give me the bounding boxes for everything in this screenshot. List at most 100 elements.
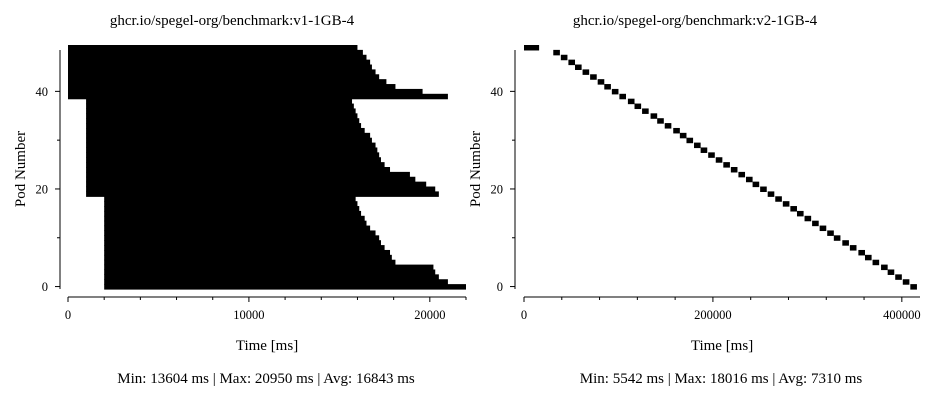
pod-bar-34 (657, 118, 664, 124)
pod-bar-28 (700, 147, 708, 153)
pod-bar-40 (611, 88, 619, 95)
pod-bar-49 (68, 45, 358, 51)
y-tick-label: 0 (42, 280, 48, 294)
pod-bar-25 (86, 162, 385, 168)
pod-bar-0 (104, 284, 467, 290)
chart-panel-v1: ghcr.io/spegel-org/benchmark:v1-1GB-4 0 2… (13, 13, 467, 387)
pod-bar-8 (104, 245, 385, 251)
x-axis-label: Time [ms] (691, 338, 753, 354)
pod-bar-36 (86, 108, 356, 114)
pod-bar-31 (86, 132, 371, 139)
pod-bar-42 (597, 79, 605, 85)
pod-bar-41 (604, 84, 611, 90)
pod-bar-48 (68, 49, 363, 56)
y-axis-label: Pod Number (13, 131, 29, 207)
pod-bar-35 (650, 113, 658, 119)
pod-bar-20 (86, 186, 436, 192)
pod-bar-3 (887, 269, 895, 275)
pod-bar-21 (86, 181, 427, 188)
pod-bar-33 (664, 123, 672, 129)
pod-bar-42 (68, 79, 387, 85)
pod-bar-43 (68, 74, 380, 80)
pod-bar-32 (86, 127, 365, 134)
pod-bar-20 (760, 186, 767, 192)
bars-group (68, 45, 467, 290)
x-tick-label: 0 (65, 308, 71, 322)
y-tick-label: 20 (491, 182, 504, 196)
y-tick-label: 20 (36, 182, 49, 196)
x-ticks: 0 10000 20000 (65, 297, 467, 322)
pod-bar-23 (86, 171, 410, 178)
pod-bar-37 (634, 103, 642, 110)
pod-bar-9 (104, 240, 381, 246)
y-tick-label: 40 (36, 85, 49, 99)
pod-bar-46 (568, 59, 576, 66)
pod-bar-24 (730, 167, 738, 173)
pod-bar-38 (627, 98, 635, 105)
pod-bar-34 (86, 118, 360, 124)
y-tick-label: 40 (491, 85, 504, 99)
pod-bar-39 (68, 93, 448, 100)
pod-bar-39 (619, 93, 627, 100)
x-tick-label: 200000 (694, 308, 732, 322)
pod-bar-45 (68, 64, 372, 70)
pod-bar-48 (553, 49, 560, 56)
pod-bar-10 (104, 235, 380, 241)
pod-bar-38 (86, 98, 353, 105)
x-axis-label: Time [ms] (236, 338, 298, 354)
pod-bar-12 (104, 225, 371, 232)
pod-bar-1 (902, 279, 910, 285)
pod-bar-30 (86, 137, 372, 144)
pod-bar-26 (715, 157, 723, 163)
chart-title: ghcr.io/spegel-org/benchmark:v2-1GB-4 (573, 13, 818, 29)
pod-bar-29 (694, 142, 701, 149)
pod-bar-16 (104, 206, 360, 212)
pod-bar-27 (708, 152, 715, 158)
pod-bar-47 (68, 54, 367, 61)
pod-bar-1 (104, 279, 448, 285)
pod-bar-25 (723, 162, 730, 168)
pod-bar-2 (895, 274, 902, 280)
pod-bar-18 (104, 196, 356, 202)
pod-bar-13 (104, 220, 367, 227)
pod-bar-32 (673, 127, 680, 134)
summary-stats: Min: 13604 ms | Max: 20950 ms | Avg: 168… (117, 371, 415, 387)
pod-bar-33 (86, 123, 362, 129)
pod-bar-7 (858, 249, 865, 256)
y-ticks: 0 20 40 (36, 85, 60, 294)
pod-bar-40 (68, 88, 423, 95)
pod-bar-35 (86, 113, 358, 119)
pod-bar-45 (575, 64, 582, 70)
pod-bar-9 (842, 240, 849, 246)
pod-bar-37 (86, 103, 354, 110)
pod-bar-18 (775, 196, 782, 202)
pod-bar-6 (864, 254, 872, 261)
pod-bar-0 (910, 284, 917, 290)
x-tick-label: 0 (521, 308, 527, 322)
pod-bar-4 (881, 264, 888, 271)
pod-bar-41 (68, 84, 396, 90)
pod-bar-11 (104, 230, 376, 236)
pod-bar-22 (86, 176, 416, 183)
summary-stats: Min: 5542 ms | Max: 18016 ms | Avg: 7310… (580, 371, 863, 387)
pod-bar-31 (679, 132, 687, 139)
x-tick-label: 20000 (414, 308, 445, 322)
y-tick-label: 0 (497, 280, 503, 294)
pod-bar-43 (590, 74, 597, 80)
pod-bar-23 (738, 171, 746, 178)
pod-bar-47 (560, 54, 568, 61)
pod-bar-17 (782, 201, 790, 207)
pod-bar-46 (68, 59, 371, 66)
pod-bar-12 (819, 225, 827, 232)
y-ticks: 0 20 40 (491, 85, 515, 294)
pod-bar-8 (849, 245, 857, 251)
pod-bar-19 (86, 191, 439, 197)
pod-bar-14 (104, 215, 365, 222)
pod-bar-21 (752, 181, 760, 188)
x-ticks: 0 200000 400000 (521, 297, 921, 322)
pod-bar-15 (796, 210, 804, 217)
y-axis-label: Pod Number (468, 131, 484, 207)
pod-bar-28 (86, 147, 378, 153)
pod-bar-13 (812, 220, 819, 227)
